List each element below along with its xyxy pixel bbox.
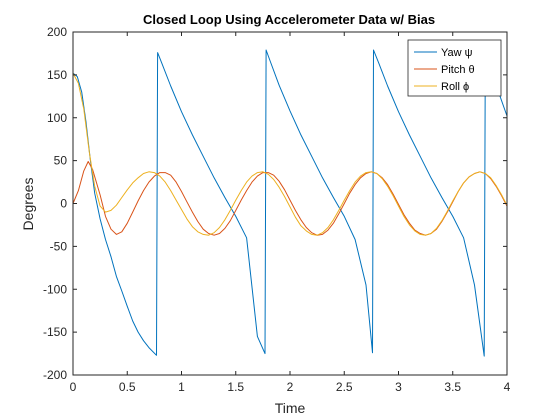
x-tick-label: 3.5 — [444, 380, 461, 394]
legend-label-yaw: Yaw ψ — [441, 47, 473, 59]
y-tick-label: -100 — [43, 282, 67, 296]
y-tick-label: 150 — [47, 68, 67, 82]
x-tick-label: 0.5 — [119, 380, 136, 394]
legend: Yaw ψ Pitch θ Roll ϕ — [407, 39, 502, 97]
y-tick-label: 50 — [54, 154, 68, 168]
legend-item-roll: Roll ϕ — [414, 81, 469, 93]
series-line-roll — [72, 72, 508, 236]
x-tick-label: 3 — [395, 380, 402, 394]
legend-item-pitch: Pitch θ — [414, 64, 475, 76]
x-tick-label: 1.5 — [227, 380, 244, 394]
x-tick-label: 0 — [70, 380, 77, 394]
y-axis-ticks: 200 150 100 50 0 -50 -100 -150 -200 — [43, 25, 507, 382]
legend-box — [407, 39, 502, 97]
chart-title: Closed Loop Using Accelerometer Data w/ … — [143, 12, 435, 27]
x-tick-label: 2.5 — [336, 380, 353, 394]
legend-label-pitch: Pitch θ — [441, 64, 475, 76]
x-tick-label: 2 — [287, 380, 294, 394]
series-line-yaw — [72, 49, 508, 357]
y-tick-label: 100 — [47, 111, 67, 125]
y-tick-label: 0 — [60, 197, 67, 211]
y-axis-label: Degrees — [20, 178, 36, 231]
y-tick-label: -200 — [43, 368, 67, 382]
y-tick-label: -150 — [43, 325, 67, 339]
x-axis-ticks: 0 0.5 1 1.5 2 2.5 3 3.5 4 — [70, 32, 511, 394]
legend-label-roll: Roll ϕ — [441, 81, 469, 93]
x-tick-label: 1 — [178, 380, 185, 394]
x-tick-label: 4 — [504, 380, 511, 394]
y-tick-label: 200 — [47, 25, 67, 39]
series-layer — [72, 49, 508, 357]
legend-item-yaw: Yaw ψ — [414, 47, 473, 59]
x-axis-label: Time — [275, 400, 306, 416]
y-tick-label: -50 — [50, 239, 68, 253]
